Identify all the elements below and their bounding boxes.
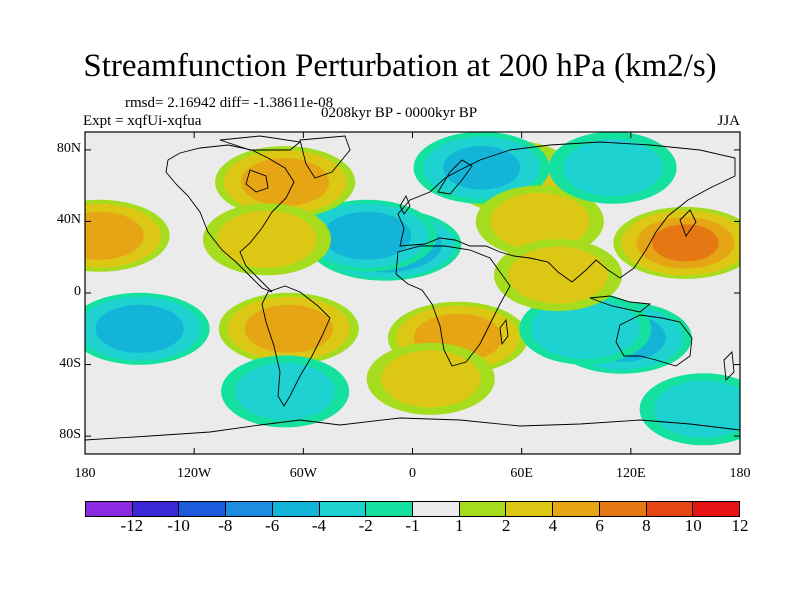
colorbar-level-label: -4 bbox=[311, 516, 327, 535]
longitude-tick-label: 180 bbox=[74, 466, 96, 481]
contour-band bbox=[322, 211, 412, 260]
colorbar-level-label: -12 bbox=[120, 516, 144, 535]
colorbar-level-label: 12 bbox=[731, 516, 749, 535]
contour-band bbox=[217, 210, 317, 268]
axis-ticks bbox=[84, 132, 741, 454]
colorbar-swatch bbox=[459, 502, 507, 516]
colorbar-swatch bbox=[319, 502, 367, 516]
colorbar-swatch bbox=[226, 502, 273, 516]
colorbar-level-label: -10 bbox=[167, 516, 190, 535]
colorbar-level-label: 4 bbox=[548, 516, 558, 535]
colorbar-swatch bbox=[366, 502, 414, 516]
colorbar-swatch bbox=[86, 502, 133, 516]
coast-new-zealand bbox=[723, 351, 735, 381]
season-label: JJA bbox=[717, 113, 740, 129]
colorbar-swatch bbox=[599, 502, 647, 516]
latitude-tick-label: 80S bbox=[59, 427, 81, 443]
colorbar-level-label: 10 bbox=[684, 516, 702, 535]
colorbar-swatch bbox=[553, 502, 600, 516]
coast-british-isles bbox=[399, 194, 411, 215]
coast-maritime-continent bbox=[589, 295, 652, 313]
longitude-tick-label: 60E bbox=[510, 466, 533, 481]
contour-band bbox=[653, 380, 740, 438]
latitude-tick-label: 40S bbox=[59, 355, 81, 371]
colorbar-level-label: -2 bbox=[358, 516, 373, 535]
longitude-tick-label: 180 bbox=[729, 466, 751, 481]
colorbar-level-label: 8 bbox=[642, 516, 651, 535]
colorbar-swatch bbox=[272, 502, 320, 516]
contour-band bbox=[490, 192, 590, 251]
colorbar-level-label: -6 bbox=[265, 516, 280, 535]
coast-hudson-bay bbox=[245, 169, 269, 193]
colorbar bbox=[85, 501, 740, 517]
coast-australia bbox=[615, 314, 693, 367]
colorbar-swatch bbox=[693, 502, 740, 516]
colorbar-level-label: 2 bbox=[501, 516, 511, 535]
coast-greenland bbox=[299, 135, 351, 179]
colorbar-swatch bbox=[646, 502, 694, 516]
colorbar-level-label: 6 bbox=[595, 516, 604, 535]
latitude-tick-label: 0 bbox=[74, 284, 81, 299]
latitude-tick-label: 40N bbox=[56, 212, 81, 228]
colorbar-level-label: 1 bbox=[455, 516, 464, 535]
colorbar-level-label: -1 bbox=[405, 516, 420, 535]
coast-north-america bbox=[165, 144, 295, 293]
contour-band bbox=[85, 211, 144, 260]
coast-japan bbox=[679, 209, 697, 237]
colorbar-swatch bbox=[506, 502, 554, 516]
colorbar-swatch bbox=[132, 502, 180, 516]
longitude-tick-label: 120W bbox=[177, 466, 212, 481]
latitude-tick-label: 80N bbox=[56, 140, 81, 156]
longitude-tick-label: 60W bbox=[289, 466, 317, 481]
colorbar-swatch bbox=[413, 502, 460, 516]
longitude-tick-label: 120E bbox=[616, 466, 646, 481]
coast-madagascar bbox=[499, 318, 509, 346]
period-label: 0208kyr BP - 0000kyr BP bbox=[321, 105, 478, 121]
coast-eurasia bbox=[397, 141, 736, 283]
coastlines bbox=[85, 135, 740, 441]
contour-band bbox=[244, 304, 333, 353]
contour-band bbox=[380, 350, 481, 408]
contour-band bbox=[240, 158, 330, 207]
coast-antarctica bbox=[85, 417, 740, 441]
colorbar-swatch bbox=[179, 502, 227, 516]
contour-band bbox=[652, 224, 719, 262]
coast-south-america bbox=[261, 285, 331, 407]
contour-band bbox=[530, 298, 640, 359]
coast-africa bbox=[395, 245, 511, 367]
contour-band bbox=[235, 362, 335, 420]
stats-label: rmsd= 2.16942 diff= -1.38611e-08 bbox=[125, 95, 334, 111]
chart-title: Streamfunction Perturbation at 200 hPa (… bbox=[83, 48, 717, 84]
colorbar-level-label: -8 bbox=[218, 516, 233, 535]
longitude-tick-label: 0 bbox=[409, 466, 416, 481]
contour-band bbox=[508, 246, 608, 304]
contour-band bbox=[95, 304, 184, 353]
contour-band bbox=[443, 145, 521, 190]
coast-scandinavia bbox=[437, 159, 473, 195]
coast-arctic-islands bbox=[219, 135, 302, 151]
contour-band bbox=[562, 139, 663, 197]
experiment-label: Expt = xqfUi-xqfua bbox=[83, 113, 202, 129]
